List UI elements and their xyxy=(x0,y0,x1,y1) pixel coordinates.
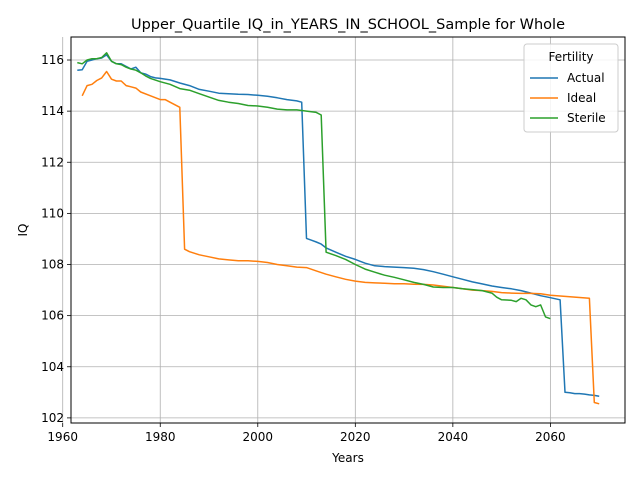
x-tick-label: 1960 xyxy=(47,430,78,444)
y-tick-label: 112 xyxy=(41,155,64,169)
plot-series xyxy=(77,52,600,405)
x-axis-label: Years xyxy=(331,451,364,465)
x-tick-label: 2060 xyxy=(535,430,566,444)
y-tick-label: 114 xyxy=(41,104,64,118)
legend: Fertility Actual Ideal Sterile xyxy=(523,43,619,133)
y-tick-label: 108 xyxy=(41,258,64,272)
x-tick-label: 2020 xyxy=(340,430,371,444)
legend-box xyxy=(523,43,619,133)
axis-ticks: 1960 1980 2000 2020 2040 2060 102 104 106 108 110 1… xyxy=(41,53,566,444)
x-tick-label: 2040 xyxy=(438,430,469,444)
x-tick-label: 2000 xyxy=(243,430,274,444)
y-axis-label: IQ xyxy=(16,224,30,237)
legend-label-ideal: Ideal xyxy=(567,91,596,105)
legend-title: Fertility xyxy=(548,50,593,64)
series-line-sterile xyxy=(77,52,551,320)
y-tick-label: 104 xyxy=(41,360,64,374)
y-tick-label: 102 xyxy=(41,411,64,425)
plot-frame xyxy=(70,36,626,424)
grid xyxy=(62,37,625,423)
series-line-actual xyxy=(77,54,600,397)
chart-title: Upper_Quartile_IQ_in_YEARS_IN_SCHOOL_Sam… xyxy=(131,17,565,33)
y-tick-label: 110 xyxy=(41,206,64,220)
legend-label-sterile: Sterile xyxy=(567,111,606,125)
series-line-ideal xyxy=(81,70,600,405)
y-tick-label: 116 xyxy=(41,53,64,67)
y-tick-label: 106 xyxy=(41,309,64,323)
x-tick-label: 1980 xyxy=(145,430,176,444)
legend-label-actual: Actual xyxy=(567,71,605,85)
